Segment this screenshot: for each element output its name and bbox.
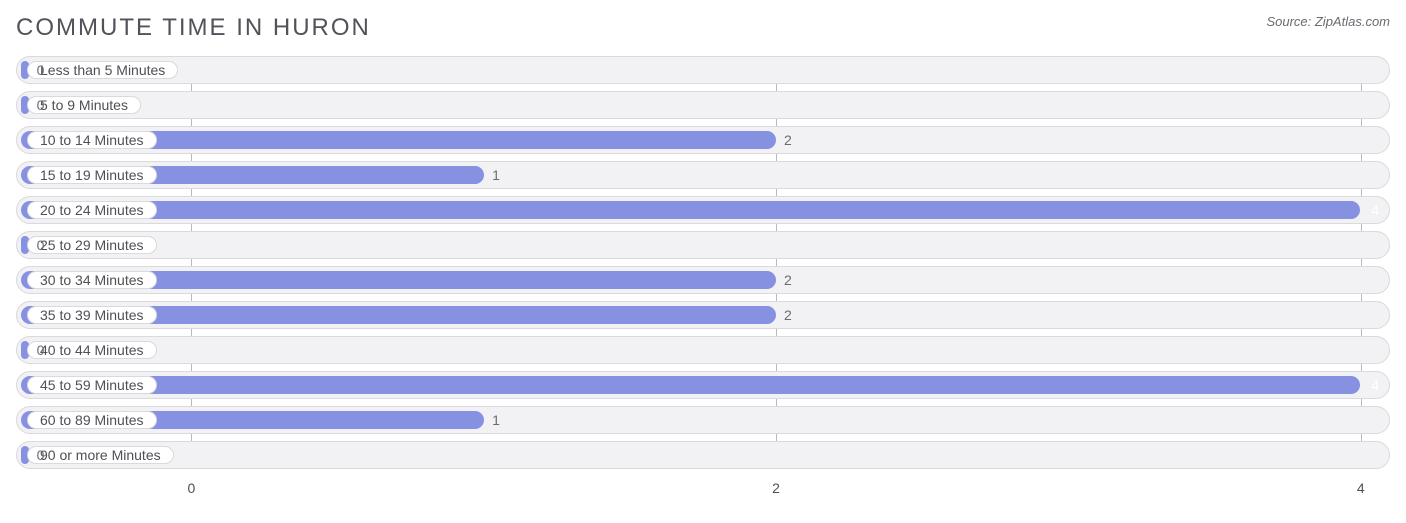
bar-value: 0 bbox=[37, 92, 45, 118]
bar-value: 2 bbox=[784, 302, 792, 328]
x-tick: 4 bbox=[1357, 480, 1365, 496]
bar-row: 5 to 9 Minutes0 bbox=[16, 91, 1390, 119]
bar-row: 90 or more Minutes0 bbox=[16, 441, 1390, 469]
bar-row: Less than 5 Minutes0 bbox=[16, 56, 1390, 84]
bar bbox=[21, 376, 1360, 394]
chart-header: COMMUTE TIME IN HURON Source: ZipAtlas.c… bbox=[16, 14, 1390, 42]
bar-value: 1 bbox=[492, 162, 500, 188]
category-label: 90 or more Minutes bbox=[27, 446, 174, 464]
chart-title: COMMUTE TIME IN HURON bbox=[16, 14, 371, 42]
bar-value: 0 bbox=[37, 337, 45, 363]
category-label: 15 to 19 Minutes bbox=[27, 166, 157, 184]
x-tick: 0 bbox=[187, 480, 195, 496]
bar-value: 0 bbox=[37, 57, 45, 83]
category-label: 35 to 39 Minutes bbox=[27, 306, 157, 324]
bar-row: 15 to 19 Minutes 1 bbox=[16, 161, 1390, 189]
category-label: 60 to 89 Minutes bbox=[27, 411, 157, 429]
category-label: 30 to 34 Minutes bbox=[27, 271, 157, 289]
bar-value: 4 bbox=[1371, 197, 1379, 223]
bar-value: 4 bbox=[1371, 372, 1379, 398]
bar-value: 2 bbox=[784, 127, 792, 153]
category-label: 10 to 14 Minutes bbox=[27, 131, 157, 149]
bar-value: 0 bbox=[37, 442, 45, 468]
commute-chart: COMMUTE TIME IN HURON Source: ZipAtlas.c… bbox=[0, 0, 1406, 523]
category-label: 45 to 59 Minutes bbox=[27, 376, 157, 394]
bar-row: 10 to 14 Minutes 2 bbox=[16, 126, 1390, 154]
bar bbox=[21, 201, 1360, 219]
bar-value: 2 bbox=[784, 267, 792, 293]
category-label: 25 to 29 Minutes bbox=[27, 236, 157, 254]
bar-row: 20 to 24 Minutes 4 bbox=[16, 196, 1390, 224]
x-tick: 2 bbox=[772, 480, 780, 496]
bar-row: 30 to 34 Minutes 2 bbox=[16, 266, 1390, 294]
bar-row: 40 to 44 Minutes0 bbox=[16, 336, 1390, 364]
bar-row: 25 to 29 Minutes0 bbox=[16, 231, 1390, 259]
bar-value: 1 bbox=[492, 407, 500, 433]
chart-source: Source: ZipAtlas.com bbox=[1266, 14, 1390, 29]
plot-area: Less than 5 Minutes05 to 9 Minutes010 to… bbox=[16, 56, 1390, 469]
category-label: 20 to 24 Minutes bbox=[27, 201, 157, 219]
bar-row: 60 to 89 Minutes 1 bbox=[16, 406, 1390, 434]
bar-value: 0 bbox=[37, 232, 45, 258]
category-label: 40 to 44 Minutes bbox=[27, 341, 157, 359]
x-axis: 0 2 4 bbox=[16, 476, 1390, 500]
bar-row: 45 to 59 Minutes 4 bbox=[16, 371, 1390, 399]
category-label: Less than 5 Minutes bbox=[27, 61, 178, 79]
bar-row: 35 to 39 Minutes 2 bbox=[16, 301, 1390, 329]
